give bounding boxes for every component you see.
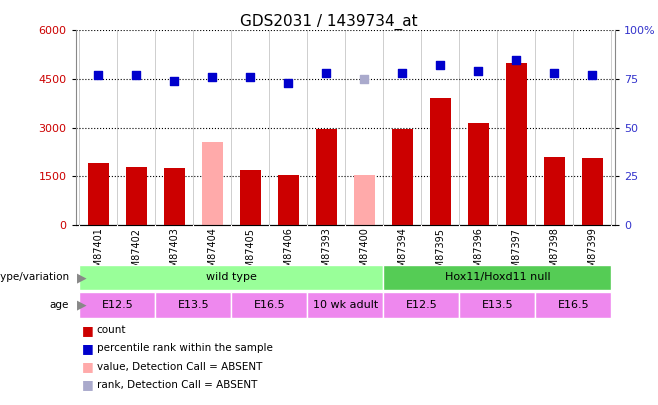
Bar	[240, 170, 261, 225]
Point	[321, 70, 332, 77]
Point	[473, 68, 484, 75]
Text: genotype/variation: genotype/variation	[0, 273, 69, 282]
Bar	[384, 265, 611, 290]
Bar	[278, 175, 299, 225]
Point	[359, 76, 370, 82]
Text: Hox11/Hoxd11 null: Hox11/Hoxd11 null	[445, 273, 550, 282]
Bar	[232, 292, 307, 318]
Point	[169, 78, 180, 84]
Point	[397, 70, 408, 77]
Point	[207, 74, 218, 80]
Bar	[354, 175, 375, 225]
Point	[93, 72, 104, 78]
Bar	[544, 157, 565, 225]
Bar	[459, 292, 536, 318]
Text: ▶: ▶	[77, 298, 87, 311]
Bar	[506, 63, 527, 225]
Text: age: age	[50, 300, 69, 310]
Point	[131, 72, 141, 78]
Text: wild type: wild type	[206, 273, 257, 282]
Bar	[582, 158, 603, 225]
Text: E13.5: E13.5	[482, 300, 513, 310]
Bar	[307, 292, 384, 318]
Bar	[88, 163, 109, 225]
Bar	[316, 129, 337, 225]
Point	[511, 56, 522, 63]
Point	[549, 70, 560, 77]
Point	[435, 62, 445, 68]
Point	[587, 72, 597, 78]
Text: 10 wk adult: 10 wk adult	[313, 300, 378, 310]
Bar	[536, 292, 611, 318]
Text: GDS2031 / 1439734_at: GDS2031 / 1439734_at	[240, 14, 418, 30]
Text: ■: ■	[82, 360, 94, 373]
Bar	[430, 98, 451, 225]
Point	[283, 80, 293, 86]
Bar	[164, 168, 185, 225]
Text: ■: ■	[82, 324, 94, 337]
Bar	[80, 292, 155, 318]
Text: E12.5: E12.5	[405, 300, 438, 310]
Bar	[155, 292, 232, 318]
Bar	[80, 265, 384, 290]
Text: rank, Detection Call = ABSENT: rank, Detection Call = ABSENT	[97, 380, 257, 390]
Text: E16.5: E16.5	[557, 300, 590, 310]
Text: percentile rank within the sample: percentile rank within the sample	[97, 343, 272, 353]
Bar	[384, 292, 459, 318]
Point	[245, 74, 256, 80]
Text: E12.5: E12.5	[101, 300, 134, 310]
Text: ▶: ▶	[77, 271, 87, 284]
Text: E13.5: E13.5	[178, 300, 209, 310]
Bar	[392, 129, 413, 225]
Text: ■: ■	[82, 378, 94, 391]
Bar	[202, 142, 223, 225]
Text: ■: ■	[82, 342, 94, 355]
Bar	[126, 167, 147, 225]
Bar	[468, 123, 489, 225]
Text: E16.5: E16.5	[253, 300, 286, 310]
Text: value, Detection Call = ABSENT: value, Detection Call = ABSENT	[97, 362, 262, 371]
Text: count: count	[97, 325, 126, 335]
